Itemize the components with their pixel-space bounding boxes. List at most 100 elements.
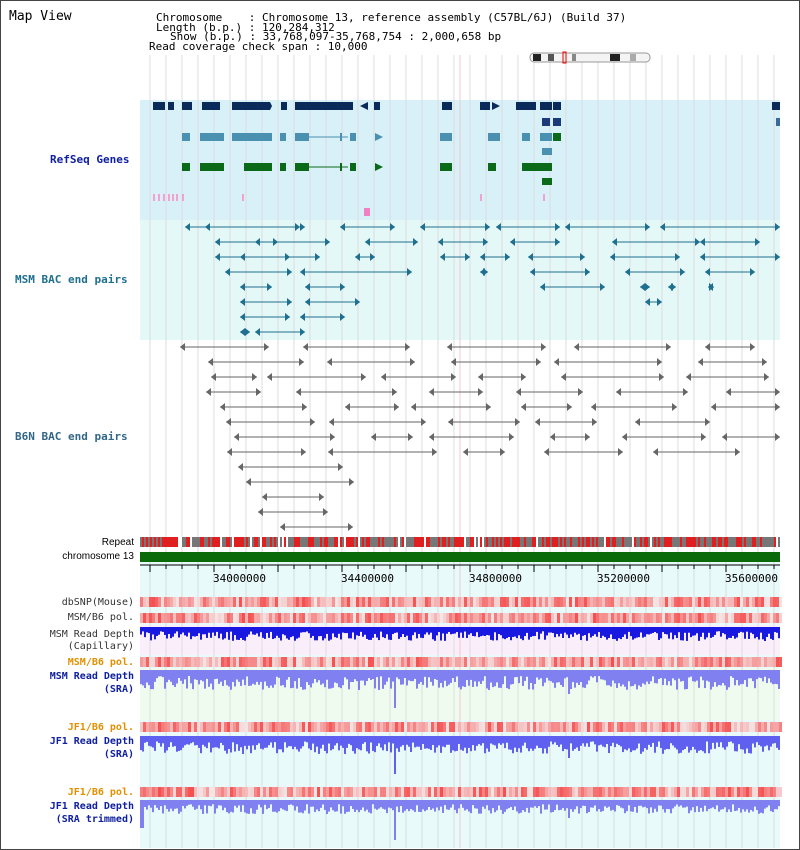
read-depth-bar	[598, 627, 600, 633]
read-depth-bar	[262, 736, 264, 750]
read-depth-bar	[370, 736, 372, 743]
repeat-mark	[634, 537, 636, 547]
heat-cell	[191, 613, 194, 623]
read-depth-bar	[314, 800, 316, 812]
bac-end-left	[574, 343, 579, 351]
heat-cell	[602, 597, 605, 607]
read-depth-bar	[776, 670, 778, 685]
refseq-genes-label[interactable]: RefSeq Genes	[50, 153, 130, 166]
heat-cell	[557, 722, 560, 732]
heat-cell	[608, 787, 611, 797]
read-depth-bar	[562, 800, 564, 809]
heat-cell	[350, 722, 353, 732]
heat-cell	[344, 722, 347, 732]
heat-cell	[614, 657, 617, 667]
heat-cell	[635, 722, 638, 732]
bac-end-right	[390, 223, 395, 231]
heat-cell	[239, 657, 242, 667]
heat-cell	[506, 787, 509, 797]
read-depth-bar	[404, 670, 406, 679]
read-depth-bar	[610, 800, 612, 811]
heat-cell	[716, 722, 719, 732]
heat-cell	[548, 722, 551, 732]
read-depth-bar	[284, 670, 286, 688]
heat-cell	[764, 657, 767, 667]
heat-cell	[293, 613, 296, 623]
read-depth-bar	[510, 627, 512, 641]
heat-cell	[461, 722, 464, 732]
read-depth-bar	[704, 800, 706, 806]
heat-cell	[212, 613, 215, 623]
heat-cell	[431, 613, 434, 623]
bac-end-right	[330, 433, 335, 441]
heat-cell	[572, 597, 575, 607]
heat-cell	[650, 722, 653, 732]
heat-cell	[524, 657, 527, 667]
read-depth-bar	[180, 736, 182, 751]
read-depth-bar	[264, 627, 266, 639]
read-depth-bar	[668, 800, 670, 810]
read-depth-bar	[270, 800, 272, 805]
bac-end-left	[238, 463, 243, 471]
read-depth-bar	[756, 736, 758, 743]
heat-cell	[260, 597, 263, 607]
bac-end-left	[211, 373, 216, 381]
read-depth-bar	[392, 627, 394, 635]
repeat-mark	[614, 537, 616, 547]
repeat-mark	[310, 537, 312, 547]
heat-cell	[641, 787, 644, 797]
heat-cell	[671, 613, 674, 623]
heat-cell	[224, 657, 227, 667]
read-depth-bar	[470, 800, 472, 814]
heat-cell	[548, 657, 551, 667]
read-depth-bar	[716, 800, 718, 806]
heat-cell	[365, 787, 368, 797]
bac-end-right	[580, 253, 585, 261]
heat-cell	[617, 722, 620, 732]
msm-bac-label[interactable]: MSM BAC end pairs	[15, 273, 128, 286]
gene-exon	[240, 102, 270, 110]
read-depth-bar	[410, 800, 412, 810]
heat-cell	[431, 657, 434, 667]
heat-cell	[158, 597, 161, 607]
heat-cell	[470, 787, 473, 797]
read-depth-bar	[688, 736, 690, 753]
bac-end-left	[565, 223, 570, 231]
read-depth-bar	[336, 800, 338, 812]
read-depth-bar	[684, 627, 686, 633]
heat-cell	[347, 787, 350, 797]
heat-cell	[716, 787, 719, 797]
read-depth-bar	[502, 800, 504, 814]
heat-cell	[746, 597, 749, 607]
bac-end-right	[775, 223, 780, 231]
heat-cell	[545, 722, 548, 732]
bac-end-left	[528, 253, 533, 261]
read-depth-bar	[434, 627, 436, 641]
heat-cell	[332, 657, 335, 667]
read-depth-bar	[448, 670, 450, 685]
heat-cell	[461, 597, 464, 607]
heat-cell	[254, 657, 257, 667]
read-depth-bar	[476, 736, 478, 746]
heat-cell	[545, 657, 548, 667]
heat-cell	[617, 787, 620, 797]
read-depth-bar	[456, 627, 458, 633]
read-depth-bar	[524, 800, 526, 812]
read-depth-bar	[280, 670, 282, 686]
read-depth-bar	[404, 800, 406, 811]
heat-cell	[449, 613, 452, 623]
read-depth-bar	[542, 670, 544, 687]
heat-cell	[368, 657, 371, 667]
read-depth-bar	[610, 627, 612, 635]
heat-cell	[530, 613, 533, 623]
read-depth-bar	[452, 800, 454, 805]
heat-cell	[710, 613, 713, 623]
b6n-bac-label[interactable]: B6N BAC end pairs	[15, 430, 128, 443]
read-depth-bar	[484, 627, 486, 637]
read-depth-bar	[406, 627, 408, 636]
read-depth-bar	[674, 736, 676, 748]
heat-cell	[455, 657, 458, 667]
heat-cell	[770, 787, 773, 797]
heat-cell	[644, 657, 647, 667]
